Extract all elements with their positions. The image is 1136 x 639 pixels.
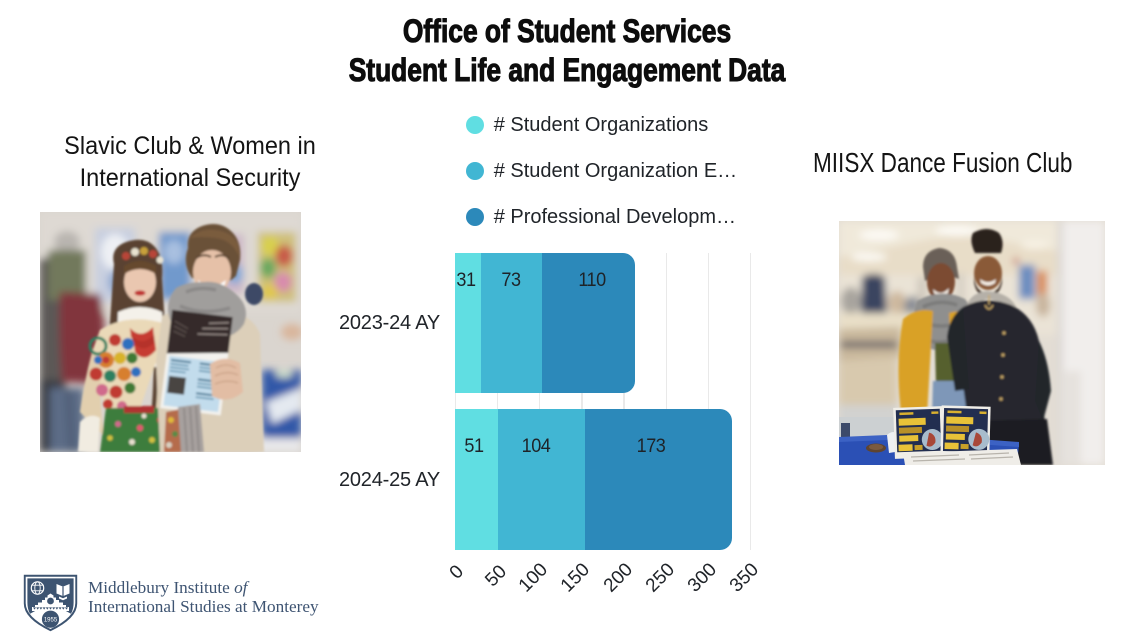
svg-text:1955: 1955 <box>44 617 58 623</box>
